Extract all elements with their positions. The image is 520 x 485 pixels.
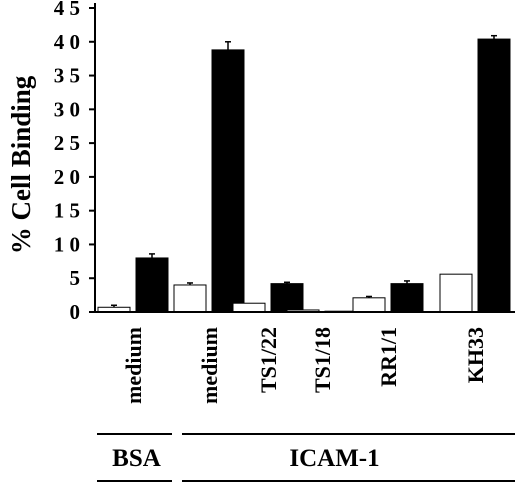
y-tick-label: 1 0 <box>54 232 80 256</box>
category-label: medium <box>197 327 222 404</box>
group-label: BSA <box>112 445 161 472</box>
black-bar-5 <box>477 38 511 313</box>
white-bar-5 <box>439 273 473 313</box>
white-bar-1 <box>173 284 207 313</box>
group-label: ICAM-1 <box>289 445 379 472</box>
y-axis-label: % Cell Binding <box>6 75 36 254</box>
bars <box>97 38 511 313</box>
y-tick-label: 3 0 <box>54 97 80 121</box>
y-tick-label: 4 0 <box>54 30 80 54</box>
error-bars <box>111 34 497 308</box>
y-tick-label: 2 0 <box>54 165 80 189</box>
category-labels: medium medium TS1/22 TS1/18 RR1/1 KH33 <box>121 327 488 404</box>
y-axis-ticks: 0 5 1 0 1 5 2 0 2 5 3 0 3 5 4 0 4 5 <box>54 0 95 324</box>
category-label: RR1/1 <box>376 327 401 387</box>
black-bar-4 <box>390 283 424 313</box>
y-tick-label: 1 5 <box>54 199 80 223</box>
white-bar-4 <box>352 297 386 313</box>
white-bar-2 <box>232 302 266 313</box>
category-label: KH33 <box>463 327 488 383</box>
black-bar-2 <box>270 283 304 313</box>
black-bar-0 <box>135 257 169 313</box>
y-tick-label: 0 <box>70 300 81 324</box>
y-tick-label: 5 <box>70 266 81 290</box>
category-label: TS1/22 <box>256 327 281 393</box>
category-label: TS1/18 <box>310 327 335 393</box>
category-label: medium <box>121 327 146 404</box>
y-tick-label: 2 5 <box>54 131 80 155</box>
group-labels: BSA ICAM-1 <box>97 433 515 482</box>
black-bar-1 <box>211 49 245 313</box>
y-tick-label: 4 5 <box>54 0 80 20</box>
y-tick-label: 3 5 <box>54 64 80 88</box>
